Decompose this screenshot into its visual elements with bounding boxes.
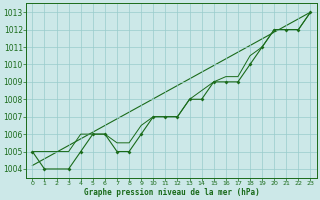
X-axis label: Graphe pression niveau de la mer (hPa): Graphe pression niveau de la mer (hPa) [84, 188, 259, 197]
